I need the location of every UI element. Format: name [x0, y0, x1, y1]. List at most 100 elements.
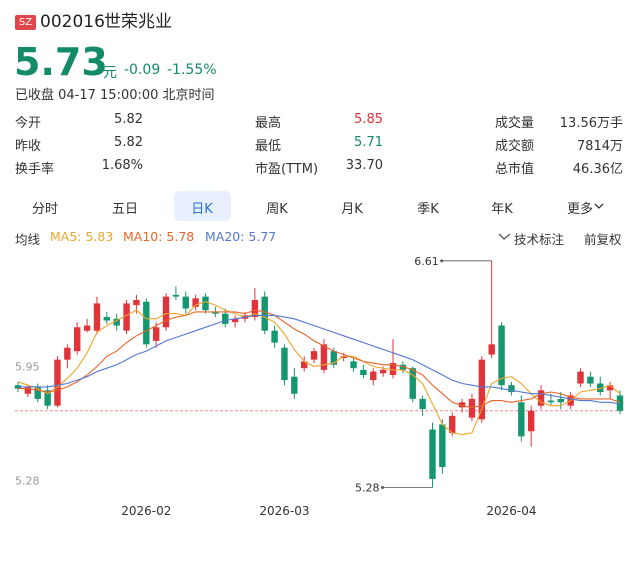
candle-body: [182, 296, 189, 309]
candle-body: [379, 369, 387, 374]
candle-body: [212, 311, 219, 314]
candle-body: [64, 347, 71, 360]
legend-entry: MA10: 5.78: [123, 229, 195, 244]
stat-label: 成交量: [495, 116, 535, 131]
candle-body: [468, 398, 476, 418]
stat-value: 5.85: [354, 112, 383, 127]
candle-body: [103, 317, 111, 321]
market-badge: SZ: [15, 15, 36, 30]
candle-body: [44, 390, 51, 406]
candle-body: [518, 402, 525, 437]
candle-body: [527, 410, 535, 432]
ma-line: [18, 314, 621, 405]
candle-body: [74, 327, 81, 352]
candle-body: [300, 361, 308, 369]
chevron-icon: [594, 203, 604, 209]
annotate-button[interactable]: 技术标注: [514, 232, 565, 247]
tab[interactable]: 五日: [111, 202, 138, 217]
y-tick-label: 5.28: [15, 474, 40, 487]
candle-body: [498, 325, 505, 386]
stat-label: 换手率: [15, 162, 55, 177]
stat-label: 今开: [15, 116, 42, 131]
market-status: 已收盘 04-17 15:00:00 北京时间: [15, 88, 215, 103]
candle-body: [370, 371, 377, 381]
candle-body: [93, 303, 101, 331]
tab[interactable]: 年K: [491, 202, 513, 217]
candle-body: [557, 398, 564, 403]
candle-body: [547, 400, 555, 403]
candle-body: [202, 296, 209, 311]
candle-body: [271, 330, 278, 343]
price-change: -0.09: [124, 62, 161, 78]
stock-code: 002016: [40, 12, 105, 32]
annotation-label: 5.28: [355, 481, 380, 494]
candle-body: [458, 402, 466, 408]
candle-body: [508, 385, 515, 393]
tab[interactable]: 月K: [341, 202, 363, 217]
candle-body: [192, 298, 199, 307]
ma-line: [18, 309, 621, 408]
candle-body: [281, 347, 288, 381]
candle-body: [83, 325, 91, 331]
stat-value: 5.82: [114, 112, 143, 127]
candle-body: [320, 344, 328, 370]
ma-line: [17, 301, 621, 436]
candle-body: [310, 351, 318, 360]
x-tick-label: 2026-03: [259, 504, 309, 518]
annotate-icon: [498, 233, 511, 240]
stat-value: 5.71: [354, 135, 383, 150]
candle-body: [389, 363, 397, 375]
candle-body: [597, 383, 604, 393]
candle-body: [577, 371, 584, 384]
tab[interactable]: 日K: [191, 202, 213, 217]
stat-value: 13.56万手: [559, 116, 623, 131]
ma-title: 均线: [15, 232, 41, 247]
candle-body: [616, 395, 624, 411]
candle-body: [429, 429, 436, 479]
active-tab-bg: [174, 191, 231, 221]
price: 5.73: [14, 40, 108, 84]
candle-body: [330, 351, 338, 365]
candle-body: [537, 390, 545, 406]
candle-body: [24, 386, 32, 394]
candle-body: [291, 376, 298, 394]
candle-body: [360, 369, 367, 375]
stat-label: 市盈(TTM): [255, 162, 319, 177]
candle-body: [231, 318, 239, 323]
candle-body: [399, 364, 407, 370]
candle-body: [261, 296, 268, 331]
candle-body: [606, 385, 614, 391]
legend-entry: MA20: 5.77: [205, 229, 277, 244]
price-change-pct: -1.55%: [167, 62, 217, 78]
price-unit: 元: [103, 65, 117, 81]
annotation-dot: [380, 485, 384, 489]
tab[interactable]: 分时: [31, 202, 58, 217]
candle-body: [478, 359, 486, 420]
adjust-button[interactable]: 前复权: [584, 232, 622, 247]
stat-value: 1.68%: [101, 158, 143, 173]
stat-label: 最高: [255, 116, 282, 131]
tab[interactable]: 季K: [417, 202, 439, 217]
candle-body: [449, 415, 456, 433]
candle-body: [350, 361, 357, 369]
annotation-label: 6.61: [414, 255, 439, 268]
tab[interactable]: 更多: [566, 202, 593, 217]
candle-body: [123, 303, 130, 331]
candle-body: [340, 356, 347, 358]
stat-label: 昨收: [15, 139, 42, 154]
candle-body: [54, 359, 61, 406]
candle-body: [143, 301, 150, 345]
stat-label: 总市值: [495, 162, 535, 177]
stock-name: 世荣兆业: [104, 12, 172, 32]
candle-body: [251, 300, 259, 318]
x-tick-label: 2026-04: [486, 504, 536, 518]
annotation-dot: [440, 259, 444, 263]
candle-body: [439, 424, 446, 468]
stat-value: 5.82: [114, 135, 143, 150]
stat-value: 46.36亿: [572, 162, 623, 177]
stat-label: 最低: [255, 139, 282, 154]
candle-body: [162, 296, 170, 328]
tab[interactable]: 周K: [266, 202, 288, 217]
stat-value: 33.70: [345, 158, 383, 173]
